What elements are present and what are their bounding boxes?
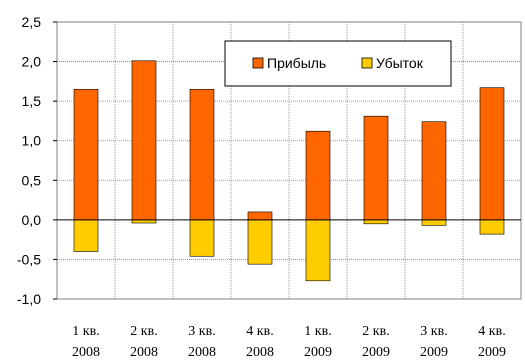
bar-loss [305,219,331,282]
x-tick-label-quarter: 2 кв. [130,324,157,339]
x-tick-label-year: 2009 [362,345,390,360]
y-tick-label: 1,5 [22,93,42,109]
y-tick-label: -0,5 [17,251,41,267]
x-tick-label-year: 2008 [188,345,216,360]
bar-loss [479,219,505,235]
y-tick-label: 0,0 [22,212,42,228]
x-tick-label-year: 2008 [130,345,158,360]
bar-profit [131,60,157,221]
bar-loss [363,219,389,225]
x-axis-ticks: 1 кв. 2008 2 кв. 2008 3 кв. 2008 4 кв. 2008 1 кв… [72,324,506,360]
bar-loss [421,219,447,226]
x-tick-label-year: 2009 [304,345,332,360]
y-tick-label: 2,0 [22,54,42,70]
y-tick-label: 1,0 [22,133,42,149]
legend: Прибыль Убыток [224,40,452,87]
legend-label-loss: Убыток [376,55,424,71]
x-tick-label-year: 2009 [478,345,506,360]
bar-profit [421,121,447,221]
x-tick-label-year: 2009 [420,345,448,360]
x-tick-label-year: 2008 [72,345,100,360]
legend-label-profit: Прибыль [267,55,326,71]
bar-profit [363,115,389,221]
y-tick-label: 2,5 [22,14,42,30]
bar-loss [247,219,273,265]
x-tick-label-quarter: 3 кв. [420,324,447,339]
x-tick-label-year: 2008 [246,345,274,360]
bar-loss [73,219,99,252]
x-tick-label-quarter: 2 кв. [362,324,389,339]
legend-swatch-loss [361,57,373,69]
bar-profit [305,130,331,221]
bar-profit [479,87,505,221]
x-tick-label-quarter: 3 кв. [188,324,215,339]
x-tick-label-quarter: 4 кв. [246,324,273,339]
x-tick-label-quarter: 4 кв. [478,324,505,339]
y-tick-label: 0,5 [22,172,42,188]
bar-loss [189,219,215,257]
bar-profit [73,88,99,221]
x-tick-label-quarter: 1 кв. [72,324,99,339]
y-tick-label: -1,0 [17,291,41,307]
bar-profit [247,211,273,221]
y-axis-ticks: 2,5 2,0 1,5 1,0 0,5 0,0 -0,5 -1,0 [17,14,57,307]
x-tick-label-quarter: 1 кв. [304,324,331,339]
bar-profit [189,88,215,221]
legend-swatch-profit [252,57,264,69]
bars [57,60,521,282]
